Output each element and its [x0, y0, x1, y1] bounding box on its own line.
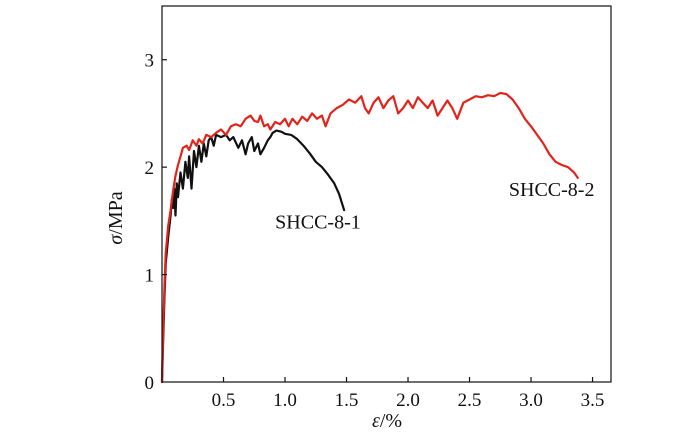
y-tick-label: 3 — [145, 51, 155, 72]
plot-frame — [161, 5, 612, 383]
series-line-shcc-8-2 — [160, 91, 579, 384]
x-axis-label: ε/% — [372, 410, 402, 432]
y-tick-label: 2 — [145, 158, 155, 179]
x-tick-label: 3.5 — [581, 390, 605, 411]
series-layer — [160, 91, 579, 384]
x-tick-label: 2.5 — [458, 390, 482, 411]
x-tick-label: 1.5 — [335, 390, 359, 411]
series-label-shcc-8-2: SHCC-8-2 — [509, 179, 595, 201]
series-label-shcc-8-1: SHCC-8-1 — [275, 211, 361, 233]
label-layer: 0.5 1.0 1.5 2.0 2.5 3.0 3.5 1 2 3 0 SHCC-8-1 SHCC-8-… — [145, 51, 605, 411]
tick-layer — [162, 59, 594, 382]
x-tick-label: 0.5 — [212, 390, 236, 411]
y-axis-unit: /MPa — [105, 191, 127, 234]
origin-label: 0 — [145, 373, 155, 394]
x-tick-label: 2.0 — [396, 390, 420, 411]
x-axis-symbol: ε — [372, 410, 380, 432]
y-axis-label: σ/MPa — [105, 191, 127, 244]
y-axis-symbol: σ — [105, 234, 127, 245]
series-line-shcc-8-1 — [160, 129, 346, 384]
y-tick-label: 1 — [145, 266, 155, 287]
x-tick-label: 3.0 — [519, 390, 543, 411]
x-axis-unit: /% — [380, 410, 402, 432]
x-tick-label: 1.0 — [273, 390, 297, 411]
